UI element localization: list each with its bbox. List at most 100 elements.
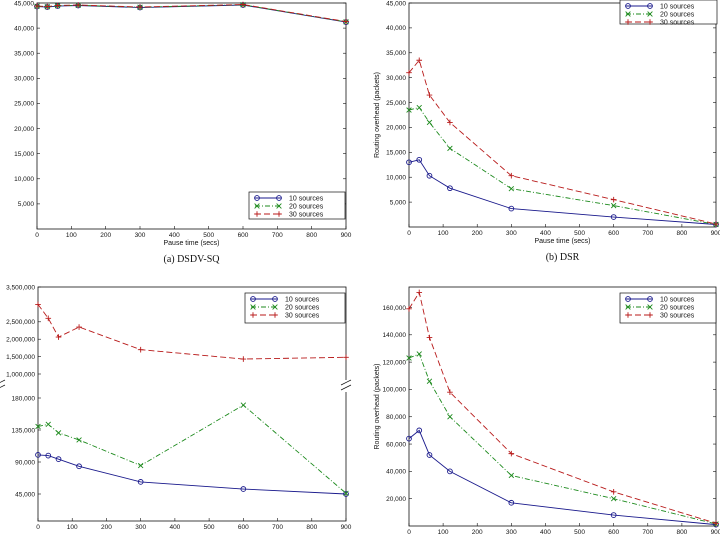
legend-marker-2-cross — [250, 304, 256, 310]
data-point-s3-4 — [137, 346, 144, 353]
data-point-s1-4 — [137, 479, 144, 485]
legend-label-2: 20 sources — [285, 304, 320, 311]
data-point-s1-2 — [426, 172, 433, 179]
data-point-s1-4-circle — [508, 499, 515, 506]
data-point-s1-0 — [406, 159, 412, 166]
data-point-s3-0-plus — [406, 69, 412, 76]
legend-marker-1-circle — [647, 3, 653, 9]
legend-marker-3 — [647, 19, 653, 25]
data-point-s2-4-cross — [508, 185, 515, 192]
data-point-s1-0-circle — [406, 435, 412, 442]
x-tick-label: 100 — [438, 230, 449, 237]
data-point-s3-3-plus — [75, 2, 81, 8]
y-tick-label: 35,000 — [14, 51, 34, 58]
legend-marker-2 — [625, 304, 631, 310]
data-point-s2-5 — [610, 495, 617, 502]
x-tick-label: 600 — [238, 524, 249, 531]
y-tick-label: 45,000 — [15, 491, 35, 498]
x-tick-label: 500 — [574, 230, 585, 237]
data-point-s3-1-plus — [416, 289, 423, 296]
x-tick-label: 100 — [438, 529, 449, 536]
legend-label-1: 10 sources — [660, 3, 695, 10]
data-point-s3-5 — [610, 489, 617, 495]
data-point-s3-4 — [508, 172, 515, 179]
series-line-3 — [37, 4, 347, 23]
data-point-s1-1-circle — [45, 452, 52, 459]
legend-marker-3-plus — [647, 19, 653, 25]
data-point-s2-3-cross — [447, 414, 453, 420]
data-point-s2-4 — [508, 185, 515, 192]
legend-marker-1 — [625, 3, 631, 9]
data-point-s3-2-plus — [54, 2, 61, 9]
data-point-s3-0-plus — [35, 301, 41, 308]
y-tick-label: 45,000 — [386, 0, 406, 7]
plot-frame — [408, 2, 717, 228]
legend-marker-1-circle — [276, 195, 282, 201]
y-tick-label: 40,000 — [386, 25, 406, 32]
y-tick-label: 20,000 — [386, 125, 406, 132]
series-1 — [37, 454, 347, 495]
x-tick-label: 300 — [506, 529, 517, 536]
data-point-s1-3-circle — [76, 463, 82, 470]
legend-marker-3-plus — [254, 211, 260, 217]
x-tick-label: 300 — [135, 524, 146, 531]
legend-marker-1 — [272, 296, 278, 302]
data-point-s2-2-cross — [426, 119, 433, 126]
data-point-s2-0 — [406, 107, 412, 113]
data-point-s3-2 — [426, 334, 433, 341]
data-point-s3-1 — [45, 315, 52, 322]
x-tick-label: 800 — [676, 529, 687, 536]
series-2 — [37, 404, 347, 494]
plot-frame — [408, 286, 717, 527]
data-point-s2-0-cross — [406, 107, 412, 113]
legend-marker-3 — [276, 211, 282, 217]
data-point-s3-6 — [343, 354, 349, 361]
axis-break-mark — [0, 384, 6, 388]
x-tick-label: 500 — [203, 232, 214, 239]
series-2 — [409, 353, 717, 525]
y-tick-label: 30,000 — [386, 75, 406, 82]
legend-label-3: 30 sources — [660, 312, 695, 319]
data-point-s3-5 — [240, 356, 247, 362]
data-point-s1-1 — [416, 427, 423, 434]
data-point-s3-3-plus — [76, 324, 82, 330]
series-1 — [409, 429, 717, 526]
legend-marker-1 — [647, 296, 653, 302]
data-point-s3-5 — [240, 1, 246, 8]
data-point-s1-4 — [508, 499, 515, 506]
data-point-s1-4 — [508, 205, 515, 212]
data-point-s3-4 — [137, 4, 143, 10]
data-point-s1-1 — [416, 156, 423, 163]
legend-label-1: 10 sources — [289, 195, 324, 202]
legend-marker-2-cross — [272, 304, 278, 310]
legend-marker-2 — [254, 203, 260, 209]
legend-marker-1 — [625, 296, 631, 302]
y-tick-label: 5,000 — [18, 201, 35, 208]
data-point-s2-5 — [610, 202, 617, 209]
x-axis-label: Pause time (secs) — [534, 238, 590, 245]
data-point-s2-1 — [45, 421, 51, 428]
x-tick-label: 400 — [540, 230, 551, 237]
legend-marker-2 — [272, 304, 278, 310]
data-point-s3-1 — [44, 3, 51, 10]
series-2 — [37, 4, 347, 23]
data-point-s2-2-cross — [426, 378, 433, 384]
x-tick-label: 200 — [472, 230, 483, 237]
series-1 — [409, 159, 717, 225]
x-tick-label: 900 — [711, 230, 720, 237]
data-point-s2-0-cross — [35, 423, 41, 430]
legend-marker-2 — [250, 304, 256, 310]
data-point-s1-2-circle — [55, 456, 62, 463]
data-point-s1-3-circle — [447, 468, 453, 475]
data-point-s1-0 — [406, 435, 412, 442]
y-tick-label: 5,000 — [390, 199, 407, 206]
data-point-s3-3 — [447, 119, 453, 126]
data-point-s1-2-circle — [426, 452, 433, 458]
x-tick-label: 500 — [574, 529, 585, 536]
data-point-s1-5 — [610, 512, 617, 518]
legend-marker-1-circle — [272, 296, 278, 302]
y-tick-label: 15,000 — [386, 150, 406, 157]
legend-marker-3-plus — [625, 312, 631, 318]
data-point-s2-5-cross — [610, 495, 617, 502]
